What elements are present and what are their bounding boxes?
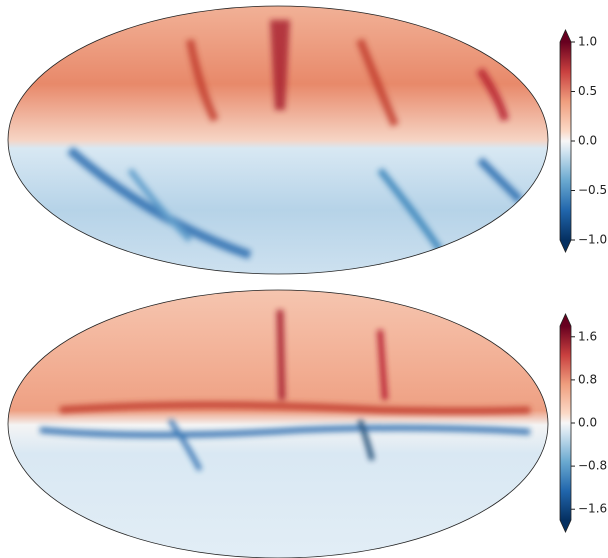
colorbar-extend — [560, 520, 571, 532]
colorbar-tick-label: −0.8 — [578, 459, 607, 473]
colorbar-tick-label: 1.6 — [578, 329, 597, 343]
figure: 1.0 0.5 0.0 −0.5 −1.0 1.6 0.8 0.0 −0.8 −1.6 — [0, 0, 608, 558]
colorbar — [560, 42, 571, 240]
colorbar-tick-label: −1.0 — [578, 233, 607, 247]
map-bottom — [0, 280, 560, 558]
colorbar-tick-label: 0.0 — [578, 416, 597, 430]
colorbar-extend — [560, 314, 571, 326]
colorbar-tick-label: 0.0 — [578, 134, 597, 148]
colorbar-tick-label: −1.6 — [578, 502, 607, 516]
colorbar-extend — [560, 240, 571, 252]
colorbar-tick-label: 1.0 — [578, 35, 597, 49]
colorbar-tick-label: −0.5 — [578, 183, 607, 197]
colorbar-extend — [560, 30, 571, 42]
colorbar-tick-label: 0.5 — [578, 84, 597, 98]
map-top — [0, 0, 560, 280]
colorbar — [560, 326, 571, 520]
colorbar-tick-label: 0.8 — [578, 372, 597, 386]
